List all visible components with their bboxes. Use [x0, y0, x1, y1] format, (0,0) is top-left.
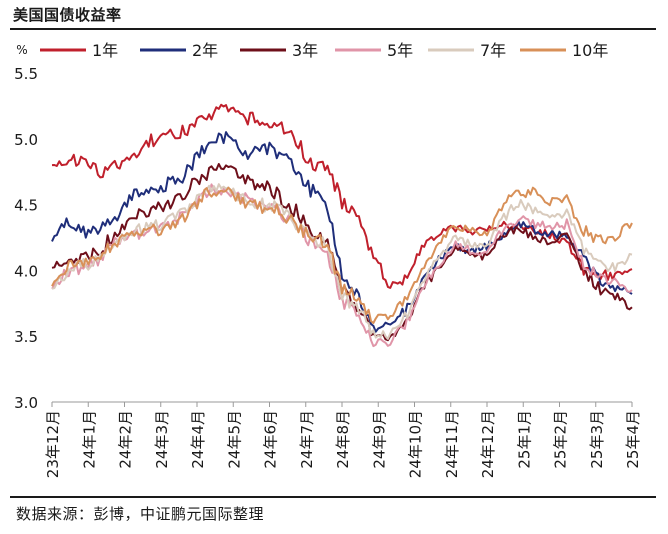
- x-tick-label: 24年1月: [80, 410, 98, 469]
- source-note: 数据来源：彭博，中证鹏元国际整理: [16, 505, 265, 523]
- legend-label: 10年: [572, 41, 608, 60]
- x-tick-label: 24年7月: [298, 410, 316, 469]
- y-tick-label: 4.5: [14, 197, 38, 215]
- y-tick-label: 5.5: [14, 65, 38, 83]
- x-tick-label: 24年6月: [262, 410, 280, 469]
- series-line-10年: [51, 186, 633, 324]
- y-tick-label: 4.0: [14, 262, 38, 280]
- series-line-3年: [51, 163, 633, 342]
- x-tick-label: 25年2月: [552, 410, 570, 469]
- y-axis-unit: %: [16, 43, 27, 57]
- bottom-divider: [10, 496, 656, 498]
- y-tick-label: 3.0: [14, 394, 38, 412]
- x-tick-label: 24年2月: [117, 410, 135, 469]
- x-tick-label: 23年12月: [44, 410, 62, 478]
- legend-label: 3年: [292, 41, 318, 60]
- x-tick-label: 24年5月: [225, 410, 243, 469]
- page-title: 美国国债收益率: [13, 6, 122, 24]
- legend-label: 1年: [92, 41, 118, 60]
- x-tick-label: 24年10月: [407, 410, 425, 478]
- legend-label: 5年: [387, 41, 413, 60]
- y-tick-label: 3.5: [14, 328, 38, 346]
- x-tick-label: 24年8月: [334, 410, 352, 469]
- series-line-2年: [51, 131, 633, 333]
- x-tick-label: 25年4月: [624, 410, 642, 469]
- x-tick-label: 25年3月: [588, 410, 606, 469]
- x-axis: 23年12月 24年1月 24年2月 24年3月 24年4月 24年5月 24年6月 24年7…: [44, 401, 642, 478]
- y-axis: 5.5 5.0 4.5 4.0 3.5 3.0%: [14, 43, 38, 412]
- series-lines: [51, 103, 633, 348]
- legend: 1年 2年 3年 5年 7年 10年: [40, 41, 608, 60]
- x-tick-label: 24年3月: [153, 410, 171, 469]
- top-divider: [10, 28, 656, 30]
- legend-label: 2年: [192, 41, 218, 60]
- x-tick-label: 24年11月: [443, 410, 461, 478]
- x-tick-label: 24年4月: [189, 410, 207, 469]
- x-tick-label: 24年12月: [479, 410, 497, 478]
- y-tick-label: 5.0: [14, 131, 38, 149]
- x-tick-label: 24年9月: [370, 410, 388, 469]
- x-tick-label: 25年1月: [515, 410, 533, 469]
- legend-label: 7年: [480, 41, 506, 60]
